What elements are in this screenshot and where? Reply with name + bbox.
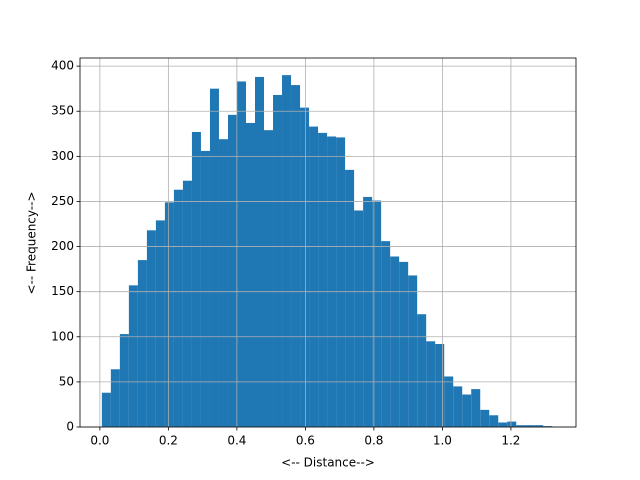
bar	[336, 137, 346, 427]
plot-frame	[79, 57, 577, 428]
bar	[444, 376, 454, 427]
bar	[408, 275, 418, 427]
bar	[543, 426, 553, 427]
bar	[381, 241, 391, 427]
y-tick-label: 400	[51, 59, 74, 73]
bar	[489, 415, 499, 427]
bar	[255, 76, 265, 427]
bar	[209, 88, 219, 428]
bar	[200, 150, 210, 428]
bar	[236, 81, 246, 427]
bar	[137, 260, 147, 427]
bar	[282, 75, 292, 427]
bar	[507, 421, 517, 427]
x-axis-label: <-- Distance-->	[281, 456, 375, 470]
y-tick-label: 50	[59, 374, 74, 388]
bar	[462, 394, 472, 427]
bar	[245, 122, 256, 427]
bar	[309, 126, 319, 428]
bar	[273, 94, 283, 427]
bar	[345, 169, 355, 427]
bar	[363, 196, 373, 427]
bar	[534, 425, 544, 427]
bar	[354, 210, 364, 427]
bar	[525, 425, 535, 427]
y-tick-label: 100	[51, 329, 74, 343]
bar	[300, 107, 310, 427]
bar	[218, 139, 228, 427]
y-tick-label: 300	[51, 149, 74, 163]
x-tick-label: 0.8	[364, 434, 383, 448]
bar	[390, 256, 400, 427]
bar	[318, 132, 328, 428]
x-tick-label: 0.4	[227, 434, 246, 448]
bar	[227, 114, 237, 428]
x-tick-label: 1.2	[501, 434, 520, 448]
y-tick-label: 350	[51, 104, 74, 118]
y-axis-label: <-- Frequency-->	[25, 191, 39, 294]
x-tick-label: 0.0	[90, 434, 109, 448]
x-tick-label: 0.2	[159, 434, 178, 448]
bar	[480, 409, 490, 427]
bar	[453, 386, 463, 427]
bar	[182, 180, 192, 427]
bar	[264, 130, 274, 428]
bar	[327, 136, 337, 427]
bar	[146, 230, 156, 427]
bar	[516, 425, 526, 427]
bar	[101, 392, 111, 427]
x-tick-label: 0.6	[296, 434, 315, 448]
bar	[164, 202, 174, 427]
bar	[426, 341, 436, 427]
y-tick-label: 150	[51, 284, 74, 298]
bar	[471, 389, 481, 427]
bar	[399, 261, 409, 427]
bar	[119, 334, 129, 427]
bar	[191, 131, 201, 427]
bar	[173, 189, 183, 427]
x-tick-label: 1.0	[433, 434, 452, 448]
y-tick-label: 250	[51, 194, 74, 208]
bar	[155, 220, 165, 427]
y-tick-label: 200	[51, 239, 74, 253]
y-tick-label: 0	[66, 420, 74, 434]
bar	[110, 369, 120, 427]
bar	[498, 422, 508, 427]
bar	[291, 85, 301, 428]
bar	[435, 343, 445, 427]
bar	[372, 200, 382, 427]
bar	[417, 314, 427, 427]
bar	[128, 285, 138, 427]
